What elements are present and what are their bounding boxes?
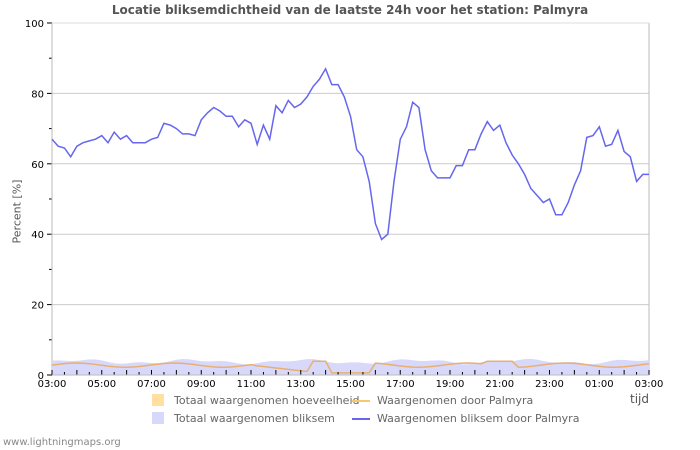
svg-text:20: 20: [31, 301, 44, 312]
svg-text:0: 0: [38, 371, 44, 382]
svg-text:100: 100: [25, 19, 44, 30]
y-axis-label: Percent [%]: [10, 179, 24, 244]
svg-text:03:00: 03:00: [38, 379, 67, 390]
svg-text:21:00: 21:00: [485, 379, 514, 390]
svg-text:09:00: 09:00: [187, 379, 216, 390]
svg-text:07:00: 07:00: [137, 379, 166, 390]
legend-total-lightning: Totaal waargenomen bliksem: [174, 412, 335, 425]
svg-text:13:00: 13:00: [286, 379, 315, 390]
svg-text:01:00: 01:00: [585, 379, 614, 390]
svg-text:11:00: 11:00: [237, 379, 266, 390]
svg-text:05:00: 05:00: [87, 379, 116, 390]
legend-palmyra-lightning: Waargenomen bliksem door Palmyra: [377, 412, 580, 425]
legend-swatch-total-lightning: [152, 412, 164, 424]
svg-text:40: 40: [31, 230, 44, 241]
legend-total-amount: Totaal waargenomen hoeveelheid: [174, 394, 360, 407]
legend-palmyra: Waargenomen door Palmyra: [377, 394, 534, 407]
credit-link[interactable]: www.lightningmaps.org: [3, 437, 121, 448]
svg-text:17:00: 17:00: [386, 379, 415, 390]
chart-title: Locatie bliksemdichtheid van de laatste …: [111, 3, 589, 17]
legend-line-palmyra: [352, 400, 370, 402]
legend-line-palmyra-lightning: [352, 418, 370, 420]
svg-text:19:00: 19:00: [436, 379, 465, 390]
svg-text:03:00: 03:00: [635, 379, 664, 390]
svg-text:23:00: 23:00: [535, 379, 564, 390]
svg-text:80: 80: [31, 89, 44, 100]
x-axis-label: tijd: [630, 392, 649, 406]
svg-text:60: 60: [31, 160, 44, 171]
svg-text:15:00: 15:00: [336, 379, 365, 390]
legend-swatch-total-amount: [152, 394, 164, 406]
